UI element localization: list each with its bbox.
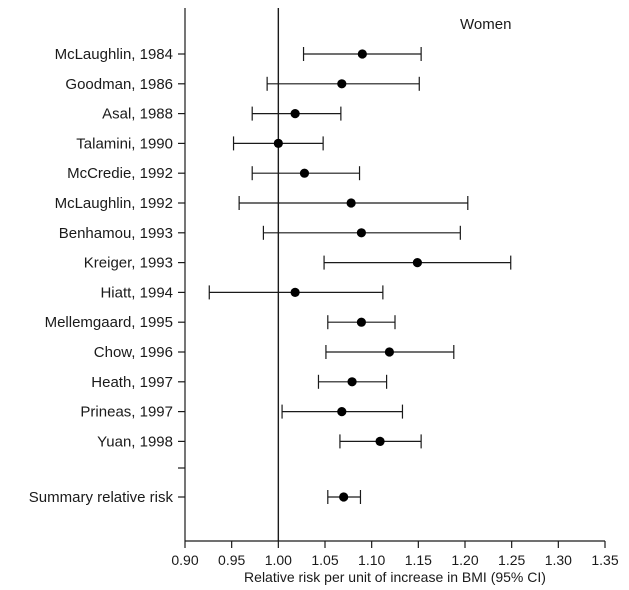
summary-label: Summary relative risk <box>29 489 174 506</box>
study-label: Chow, 1996 <box>94 344 173 361</box>
estimate-point <box>290 109 300 119</box>
estimate-point <box>412 258 422 268</box>
estimate-point <box>273 138 283 148</box>
estimate-point <box>356 317 366 327</box>
axes: 0.90 0.95 1.00 1.05 1.10 1.15 1.20 1.25 1.30 1.35 <box>171 8 619 568</box>
x-tick-label: 1.30 <box>545 552 572 568</box>
study-label: Kreiger, 1993 <box>84 255 173 272</box>
study-label: Asal, 1988 <box>102 106 173 123</box>
x-tick-label: 1.25 <box>498 552 525 568</box>
study-label: Benhamou, 1993 <box>59 225 173 242</box>
study-rows: McLaughlin, 1984 Goodman, 1986 Asal, 1988 T… <box>29 46 512 506</box>
estimate-point <box>357 49 367 59</box>
estimate-point <box>375 436 385 446</box>
x-tick-label: 1.00 <box>265 552 292 568</box>
estimate-point <box>337 407 347 417</box>
estimate-point <box>337 79 347 89</box>
study-label: Hiatt, 1994 <box>100 284 173 301</box>
study-label: McLaughlin, 1992 <box>55 195 173 212</box>
study-label: Goodman, 1986 <box>65 76 173 93</box>
study-label: Heath, 1997 <box>91 374 173 391</box>
study-label: Yuan, 1998 <box>97 433 173 450</box>
x-axis-label: Relative risk per unit of increase in BM… <box>244 569 546 585</box>
x-tick-label: 1.05 <box>311 552 338 568</box>
study-label: Prineas, 1997 <box>80 404 173 421</box>
x-tick-label: 1.10 <box>358 552 385 568</box>
x-tick-label: 0.95 <box>218 552 245 568</box>
estimate-point <box>356 228 366 238</box>
estimate-point <box>347 377 357 387</box>
x-tick-label: 0.90 <box>171 552 198 568</box>
x-tick-label: 1.20 <box>451 552 478 568</box>
x-tick-label: 1.15 <box>405 552 432 568</box>
study-label: Mellemgaard, 1995 <box>45 314 173 331</box>
estimate-point <box>290 287 300 297</box>
summary-estimate-point <box>339 492 349 502</box>
estimate-point <box>384 347 394 357</box>
panel-label: Women <box>460 16 511 33</box>
study-label: McCredie, 1992 <box>67 165 173 182</box>
estimate-point <box>346 198 356 208</box>
x-tick-label: 1.35 <box>591 552 618 568</box>
estimate-point <box>299 168 310 178</box>
study-label: McLaughlin, 1984 <box>55 46 173 63</box>
study-label: Talamini, 1990 <box>76 135 173 152</box>
